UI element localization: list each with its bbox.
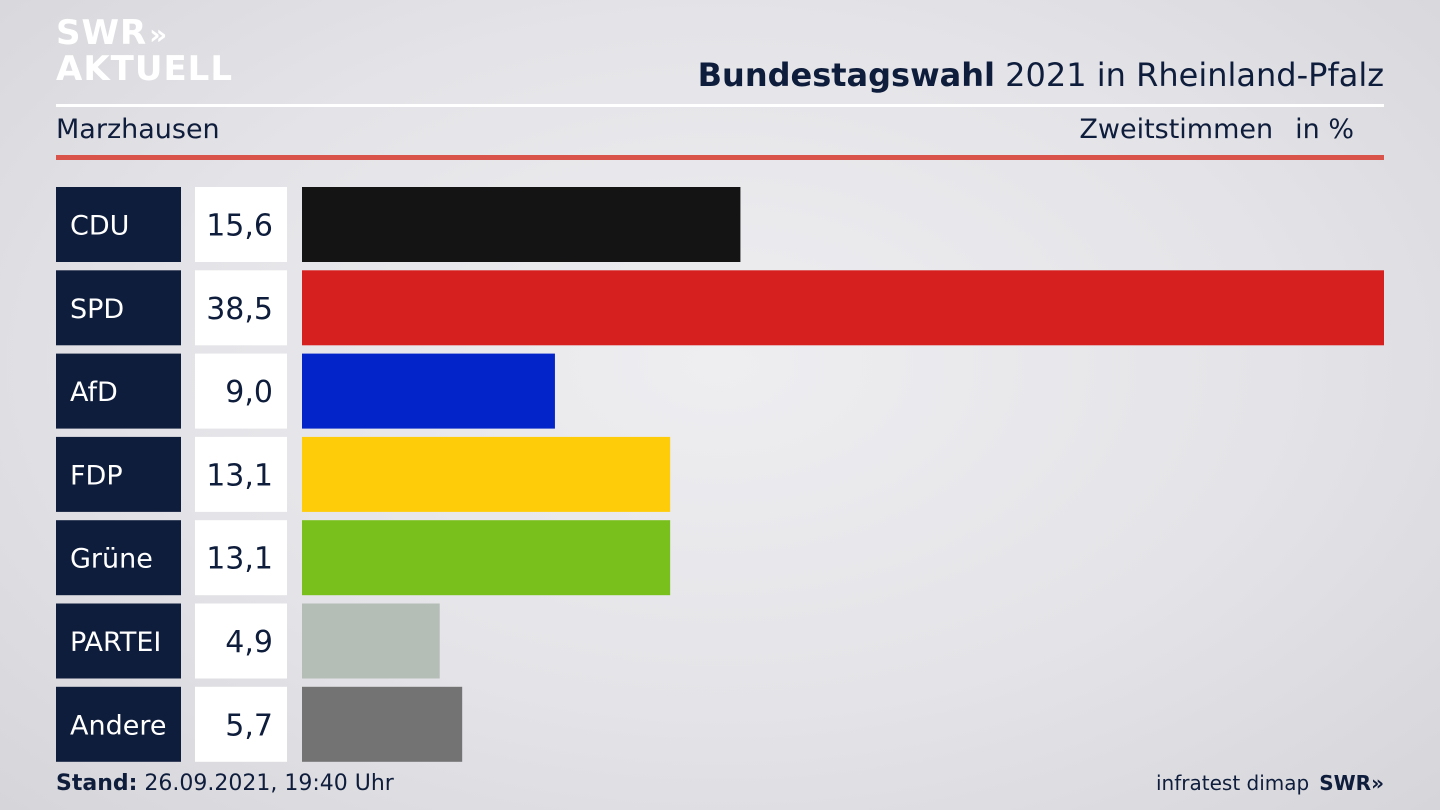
- value-label: 13,1: [206, 458, 273, 493]
- value-label-box: [195, 603, 287, 679]
- chart-title: Bundestagswahl 2021 in Rheinland-Pfalz: [698, 56, 1384, 94]
- value-label: 13,1: [206, 542, 273, 577]
- bar-cdu: [302, 187, 741, 262]
- bar-spd: [302, 270, 1384, 346]
- value-label-box: [195, 353, 287, 429]
- value-label: 9,0: [225, 375, 273, 410]
- header-divider: [56, 104, 1384, 107]
- value-label-box: [195, 520, 287, 596]
- bar-afd: [302, 353, 555, 429]
- party-label-box: [56, 353, 181, 429]
- bar-row-spd: SPD 38,5: [56, 270, 1384, 346]
- metric-label: Zweitstimmen in %: [1079, 114, 1354, 145]
- bar-row-afd: AfD 9,0: [56, 353, 555, 429]
- bar-andere: [302, 686, 463, 762]
- value-label-box: [195, 686, 287, 762]
- bar-fdp: [302, 436, 671, 512]
- value-label-box: [195, 270, 287, 346]
- party-label: FDP: [70, 460, 123, 491]
- party-label-box: [56, 270, 181, 346]
- stand-value: 26.09.2021, 19:40 Uhr: [137, 771, 394, 796]
- party-label: AfD: [70, 377, 118, 408]
- swr-small-logo: SWR»: [1319, 771, 1384, 795]
- swr-aktuell-logo: SWR» AKTUELL: [56, 13, 234, 89]
- party-label: Grüne: [70, 544, 153, 575]
- timestamp: Stand: 26.09.2021, 19:40 Uhr: [56, 771, 394, 796]
- party-label-box: [56, 436, 181, 512]
- bar-partei: [302, 603, 440, 679]
- party-label-box: [56, 187, 181, 262]
- party-label-box: [56, 603, 181, 679]
- chart-title-bold: Bundestagswahl: [697, 56, 995, 94]
- value-label-box: [195, 436, 287, 512]
- chart-title-rest: 2021 in Rheinland-Pfalz: [995, 56, 1384, 94]
- party-label: CDU: [70, 211, 129, 242]
- unit-label: in %: [1295, 114, 1354, 145]
- source-label: infratest dimap: [1156, 771, 1310, 795]
- party-label: PARTEI: [70, 627, 161, 658]
- accent-divider: [56, 155, 1384, 160]
- bar-grüne: [302, 520, 671, 596]
- metric-name: Zweitstimmen: [1079, 114, 1274, 145]
- party-label: Andere: [70, 710, 166, 741]
- party-label-box: [56, 520, 181, 596]
- party-label-box: [56, 686, 181, 762]
- bar-chart: CDU 15,6 SPD 38,5 AfD 9,0 FDP 13,1 Grüne 13,1 PART…: [56, 187, 1384, 762]
- value-label: 4,9: [225, 625, 273, 660]
- party-label: SPD: [70, 294, 124, 325]
- bar-row-partei: PARTEI 4,9: [56, 603, 440, 679]
- source-credit: infratest dimap SWR»: [1156, 771, 1384, 795]
- value-label: 38,5: [206, 292, 273, 327]
- value-label: 5,7: [225, 708, 273, 743]
- region-name: Marzhausen: [56, 114, 220, 145]
- value-label: 15,6: [206, 209, 273, 244]
- bar-row-fdp: FDP 13,1: [56, 436, 671, 512]
- stand-label: Stand:: [56, 771, 138, 796]
- bar-row-cdu: CDU 15,6: [56, 187, 741, 262]
- bar-row-grüne: Grüne 13,1: [56, 520, 671, 596]
- value-label-box: [195, 187, 287, 262]
- bar-row-andere: Andere 5,7: [56, 686, 463, 762]
